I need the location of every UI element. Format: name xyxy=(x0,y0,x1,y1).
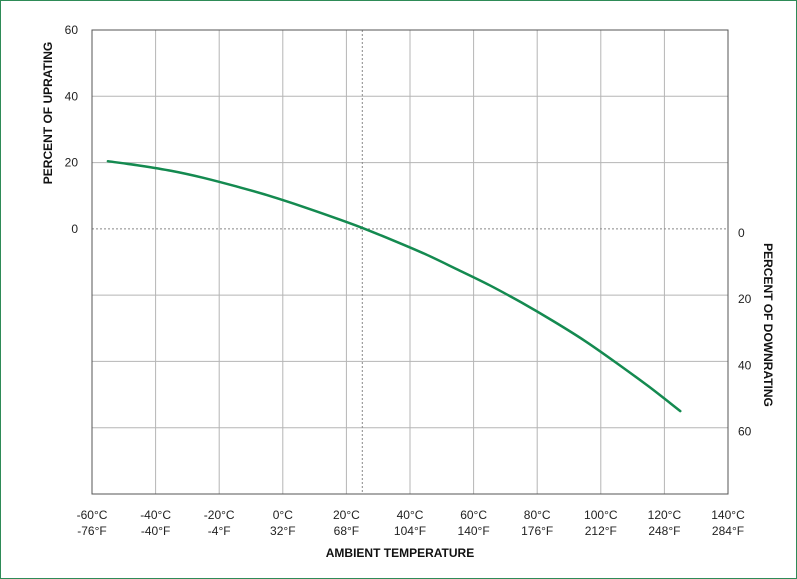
x-tick-label-celsius: 140°C xyxy=(711,508,745,522)
x-tick-label-celsius: 80°C xyxy=(524,508,551,522)
plot-area xyxy=(91,29,729,495)
x-tick-label-celsius: 120°C xyxy=(648,508,682,522)
x-tick-label-fahrenheit: 212°F xyxy=(585,524,617,538)
x-tick-label-celsius: 60°C xyxy=(460,508,487,522)
x-tick-label-fahrenheit: 68°F xyxy=(334,524,359,538)
derating-curve xyxy=(106,159,682,413)
y-tick-label-right: 20 xyxy=(738,292,752,306)
x-tick-label-celsius: 0°C xyxy=(273,508,293,522)
y-tick-label-left: 20 xyxy=(65,156,79,170)
y-tick-label-left: 60 xyxy=(65,23,79,37)
y-tick-label-right: 60 xyxy=(738,425,752,439)
x-tick-label-celsius: -60°C xyxy=(77,508,108,522)
x-tick-label-fahrenheit: 176°F xyxy=(521,524,553,538)
x-tick-label-fahrenheit: 248°F xyxy=(648,524,680,538)
y-axis-title-right: PERCENT OF DOWNRATING xyxy=(761,243,775,407)
x-tick-label-celsius: 40°C xyxy=(397,508,424,522)
x-tick-label-celsius: -20°C xyxy=(204,508,235,522)
y-tick-label-right: 40 xyxy=(738,358,752,372)
y-tick-label-left: 0 xyxy=(71,222,78,236)
x-tick-label-celsius: 100°C xyxy=(584,508,618,522)
x-tick-label-fahrenheit: -4°F xyxy=(208,524,231,538)
x-tick-label-fahrenheit: 140°F xyxy=(458,524,490,538)
y-axis-title-left: PERCENT OF UPRATING xyxy=(41,42,55,184)
y-tick-label-right: 0 xyxy=(738,226,745,240)
x-tick-label-celsius: -40°C xyxy=(140,508,171,522)
x-tick-label-celsius: 20°C xyxy=(333,508,360,522)
tick-labels: -60°C -76°F -40°C -40°F -20°C -4°F 0°C 32°F 20°C… xyxy=(65,23,752,538)
x-tick-label-fahrenheit: 32°F xyxy=(270,524,295,538)
x-tick-label-fahrenheit: 284°F xyxy=(712,524,744,538)
x-axis-title: AMBIENT TEMPERATURE xyxy=(326,546,474,560)
grid xyxy=(91,30,729,494)
reference-lines xyxy=(92,30,728,494)
x-tick-label-fahrenheit: -40°F xyxy=(141,524,170,538)
x-tick-label-fahrenheit: -76°F xyxy=(77,524,106,538)
y-tick-label-left: 40 xyxy=(65,89,79,103)
x-tick-label-fahrenheit: 104°F xyxy=(394,524,426,538)
series xyxy=(106,159,682,413)
